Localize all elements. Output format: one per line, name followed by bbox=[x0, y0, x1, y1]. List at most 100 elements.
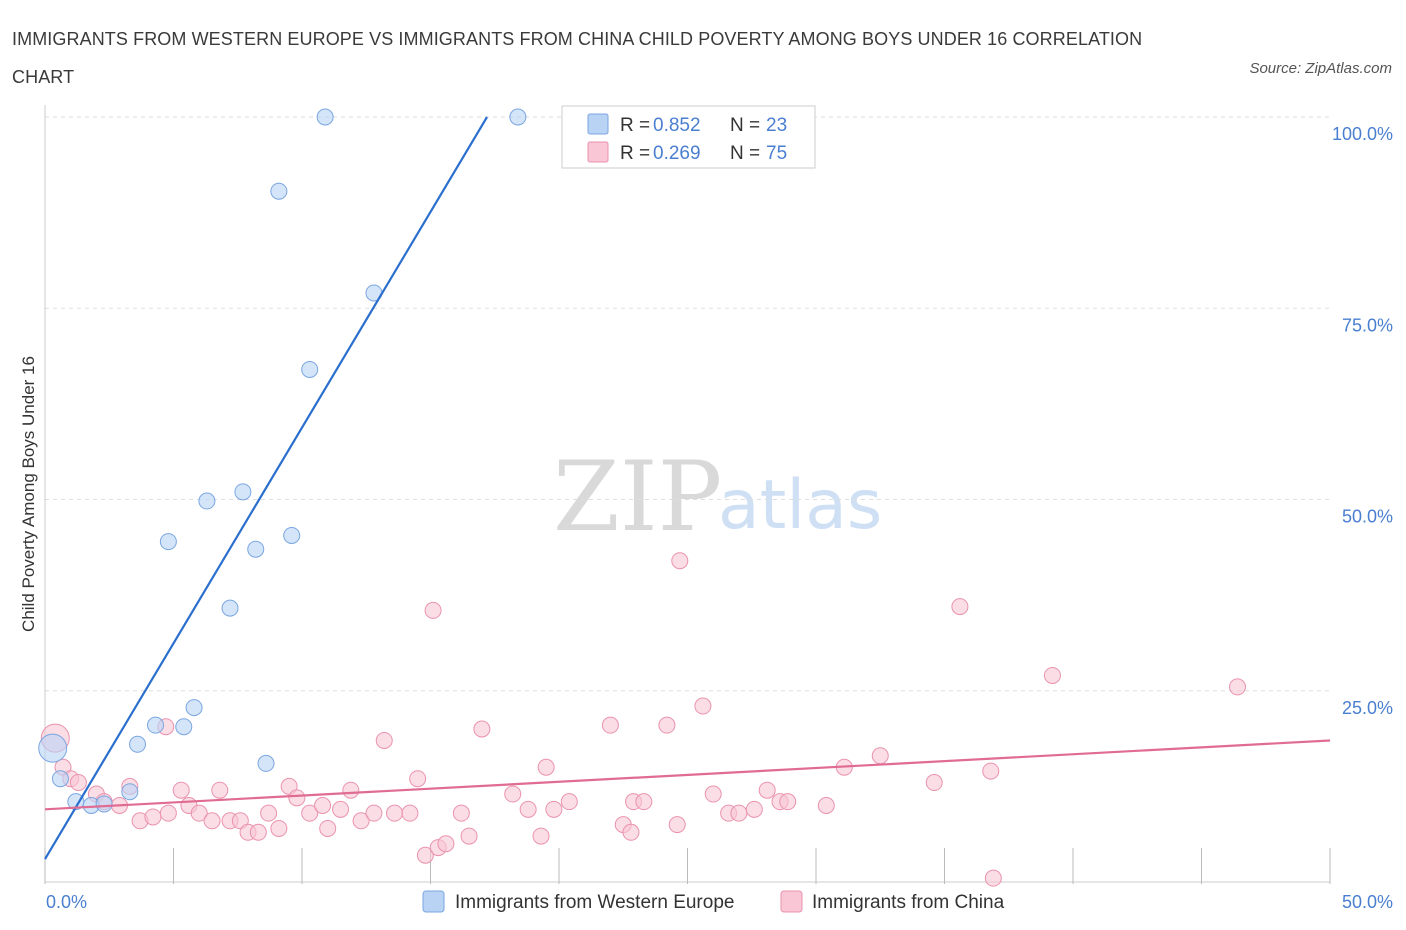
point-china bbox=[635, 793, 653, 811]
point-china bbox=[365, 804, 383, 822]
point-china bbox=[532, 827, 550, 845]
point-china bbox=[984, 869, 1002, 887]
point-china bbox=[1228, 678, 1246, 696]
data-points bbox=[38, 108, 1246, 887]
point-china bbox=[288, 789, 306, 807]
point-western-europe bbox=[301, 360, 319, 378]
point-western-europe bbox=[316, 108, 334, 126]
point-china bbox=[301, 804, 319, 822]
point-china bbox=[270, 819, 288, 837]
point-western-europe bbox=[221, 599, 239, 617]
point-china bbox=[1043, 666, 1061, 684]
source-credit: Source: ZipAtlas.com bbox=[1249, 60, 1392, 77]
point-china bbox=[745, 800, 763, 818]
series-legend: Immigrants from Western Europe Immigrant… bbox=[422, 890, 1005, 913]
point-western-europe bbox=[51, 770, 69, 788]
x-tick-label: 50.0% bbox=[1342, 892, 1393, 912]
point-china bbox=[668, 816, 686, 834]
point-china bbox=[871, 747, 889, 765]
point-western-europe bbox=[129, 735, 147, 753]
legend-swatch-china bbox=[587, 141, 609, 163]
legend-n-value-0: 23 bbox=[766, 115, 787, 136]
legend-r-value-1: 0.269 bbox=[653, 143, 701, 164]
point-western-europe bbox=[121, 783, 139, 801]
point-china bbox=[172, 781, 190, 799]
grid: 25.0% 50.0% 75.0% 100.0% bbox=[45, 116, 1393, 718]
point-china bbox=[332, 800, 350, 818]
point-china bbox=[951, 598, 969, 616]
point-china bbox=[409, 770, 427, 788]
trendline-china bbox=[44, 739, 1331, 811]
point-western-europe bbox=[38, 733, 68, 763]
point-china bbox=[671, 552, 689, 570]
point-china bbox=[658, 716, 676, 734]
point-china bbox=[159, 804, 177, 822]
point-china bbox=[190, 804, 208, 822]
point-china bbox=[560, 793, 578, 811]
point-western-europe bbox=[159, 533, 177, 551]
point-china bbox=[460, 827, 478, 845]
chart-title: IMMIGRANTS FROM WESTERN EUROPE VS IMMIGR… bbox=[12, 29, 1143, 87]
point-western-europe bbox=[257, 754, 275, 772]
legend-n-label-1: N = bbox=[730, 143, 760, 164]
y-axis-label: Child Poverty Among Boys Under 16 bbox=[19, 356, 38, 632]
point-china bbox=[694, 697, 712, 715]
point-china bbox=[401, 804, 419, 822]
legend-r-value-0: 0.852 bbox=[653, 115, 701, 136]
point-china bbox=[260, 804, 278, 822]
point-china bbox=[537, 758, 555, 776]
regression-lines bbox=[44, 116, 1331, 860]
point-western-europe bbox=[247, 540, 265, 558]
point-china bbox=[730, 804, 748, 822]
legend-n-value-1: 75 bbox=[766, 143, 787, 164]
point-western-europe bbox=[509, 108, 527, 126]
axes: 0.0% 50.0% bbox=[44, 105, 1393, 912]
series-legend-swatch-china bbox=[780, 890, 803, 913]
point-western-europe bbox=[234, 483, 252, 501]
point-china bbox=[249, 823, 267, 841]
point-western-europe bbox=[175, 718, 193, 736]
point-western-europe bbox=[283, 526, 301, 544]
point-china bbox=[925, 774, 943, 792]
legend-n-label-0: N = bbox=[730, 115, 760, 136]
point-china bbox=[704, 785, 722, 803]
trendline-western-europe bbox=[44, 116, 488, 860]
y-tick-label: 25.0% bbox=[1342, 698, 1393, 718]
watermark-atlas: atlas bbox=[718, 466, 882, 545]
point-china bbox=[982, 762, 1000, 780]
legend-swatch-western-europe bbox=[587, 113, 609, 135]
point-western-europe bbox=[185, 699, 203, 717]
point-china bbox=[352, 812, 370, 830]
point-china bbox=[203, 812, 221, 830]
y-tick-label: 50.0% bbox=[1342, 507, 1393, 527]
point-china bbox=[375, 731, 393, 749]
point-china bbox=[504, 785, 522, 803]
point-western-europe bbox=[198, 492, 216, 510]
point-china bbox=[386, 804, 404, 822]
point-china bbox=[519, 800, 537, 818]
point-china bbox=[319, 819, 337, 837]
series-legend-swatch-western-europe bbox=[422, 890, 445, 913]
point-western-europe bbox=[270, 182, 288, 200]
point-china bbox=[144, 808, 162, 826]
correlation-legend: R = 0.852 N = 23 R = 0.269 N = 75 bbox=[561, 105, 816, 169]
watermark-zip: ZIP bbox=[553, 441, 722, 553]
point-china bbox=[314, 797, 332, 814]
point-china bbox=[69, 774, 87, 792]
point-china bbox=[424, 601, 442, 619]
series-legend-label-western-europe: Immigrants from Western Europe bbox=[455, 892, 734, 913]
point-china bbox=[211, 781, 229, 799]
point-china bbox=[416, 846, 434, 864]
point-china bbox=[437, 835, 455, 853]
legend-r-label-1: R = bbox=[620, 143, 650, 164]
point-china bbox=[473, 720, 491, 738]
series-legend-label-china: Immigrants from China bbox=[812, 892, 1005, 913]
point-china bbox=[452, 804, 470, 822]
point-china bbox=[758, 781, 776, 799]
point-china bbox=[545, 800, 563, 818]
legend-r-label-0: R = bbox=[620, 115, 650, 136]
point-china bbox=[622, 823, 640, 841]
y-tick-label: 100.0% bbox=[1332, 124, 1393, 144]
y-tick-label: 75.0% bbox=[1342, 315, 1393, 335]
